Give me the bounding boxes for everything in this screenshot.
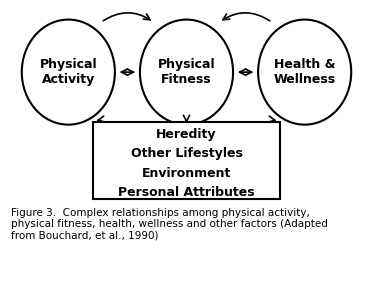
FancyBboxPatch shape xyxy=(93,122,280,199)
Text: Environment: Environment xyxy=(142,167,231,180)
Text: Other Lifestyles: Other Lifestyles xyxy=(131,147,242,160)
Text: Heredity: Heredity xyxy=(156,128,217,141)
Ellipse shape xyxy=(258,20,351,125)
Text: Physical
Fitness: Physical Fitness xyxy=(158,58,215,86)
Ellipse shape xyxy=(22,20,115,125)
Text: Health &
Wellness: Health & Wellness xyxy=(274,58,336,86)
Ellipse shape xyxy=(140,20,233,125)
Text: Figure 3.  Complex relationships among physical activity,
physical fitness, heal: Figure 3. Complex relationships among ph… xyxy=(11,208,328,241)
Text: Physical
Activity: Physical Activity xyxy=(40,58,97,86)
Text: Personal Attributes: Personal Attributes xyxy=(118,186,255,199)
